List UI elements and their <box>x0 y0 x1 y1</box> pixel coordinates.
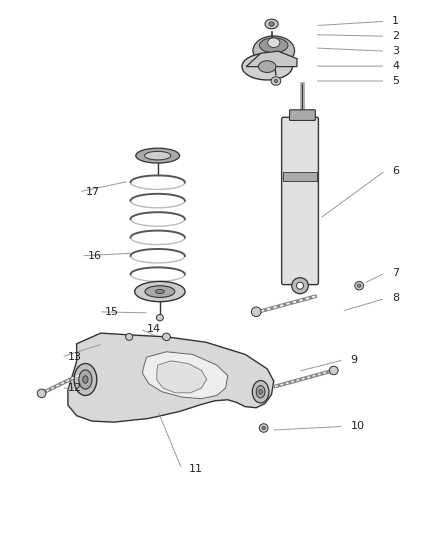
Text: 14: 14 <box>147 324 161 334</box>
Ellipse shape <box>329 366 338 375</box>
Ellipse shape <box>136 148 180 163</box>
Ellipse shape <box>269 22 274 26</box>
Ellipse shape <box>83 376 88 383</box>
Text: 17: 17 <box>85 187 99 197</box>
Ellipse shape <box>262 426 265 430</box>
Ellipse shape <box>258 61 276 72</box>
Polygon shape <box>246 51 297 67</box>
Text: 15: 15 <box>105 307 119 317</box>
Ellipse shape <box>162 333 170 341</box>
Ellipse shape <box>268 38 280 47</box>
Text: 11: 11 <box>188 464 202 474</box>
Text: 10: 10 <box>350 422 364 431</box>
Ellipse shape <box>259 424 268 432</box>
FancyBboxPatch shape <box>283 172 317 181</box>
Ellipse shape <box>155 289 164 294</box>
Ellipse shape <box>135 281 185 302</box>
Ellipse shape <box>126 334 133 340</box>
Ellipse shape <box>252 381 269 403</box>
Text: 4: 4 <box>392 61 399 71</box>
Ellipse shape <box>79 370 92 389</box>
Ellipse shape <box>37 389 46 398</box>
Ellipse shape <box>292 278 308 294</box>
Text: 13: 13 <box>68 352 82 362</box>
Ellipse shape <box>253 36 294 66</box>
Ellipse shape <box>145 286 175 297</box>
Text: 5: 5 <box>392 76 399 86</box>
Ellipse shape <box>156 314 163 321</box>
Text: 6: 6 <box>392 166 399 175</box>
Text: 3: 3 <box>392 46 399 56</box>
Ellipse shape <box>259 38 288 53</box>
Text: 2: 2 <box>392 31 399 41</box>
Polygon shape <box>142 352 228 399</box>
Ellipse shape <box>355 281 364 290</box>
Ellipse shape <box>357 284 361 287</box>
Text: 1: 1 <box>392 17 399 26</box>
Text: 12: 12 <box>68 383 82 393</box>
FancyBboxPatch shape <box>282 117 318 285</box>
Ellipse shape <box>271 77 281 85</box>
Text: 9: 9 <box>350 355 357 365</box>
Ellipse shape <box>251 307 261 317</box>
Ellipse shape <box>297 282 304 289</box>
Text: 8: 8 <box>392 294 399 303</box>
Polygon shape <box>157 361 207 393</box>
Ellipse shape <box>265 19 278 29</box>
Text: 7: 7 <box>392 268 399 278</box>
Ellipse shape <box>274 79 278 83</box>
Ellipse shape <box>145 151 171 160</box>
Ellipse shape <box>256 386 265 398</box>
Ellipse shape <box>74 364 97 395</box>
Ellipse shape <box>259 389 262 394</box>
Ellipse shape <box>242 53 293 80</box>
Polygon shape <box>68 333 274 422</box>
FancyBboxPatch shape <box>290 110 315 120</box>
Text: 16: 16 <box>88 251 102 261</box>
